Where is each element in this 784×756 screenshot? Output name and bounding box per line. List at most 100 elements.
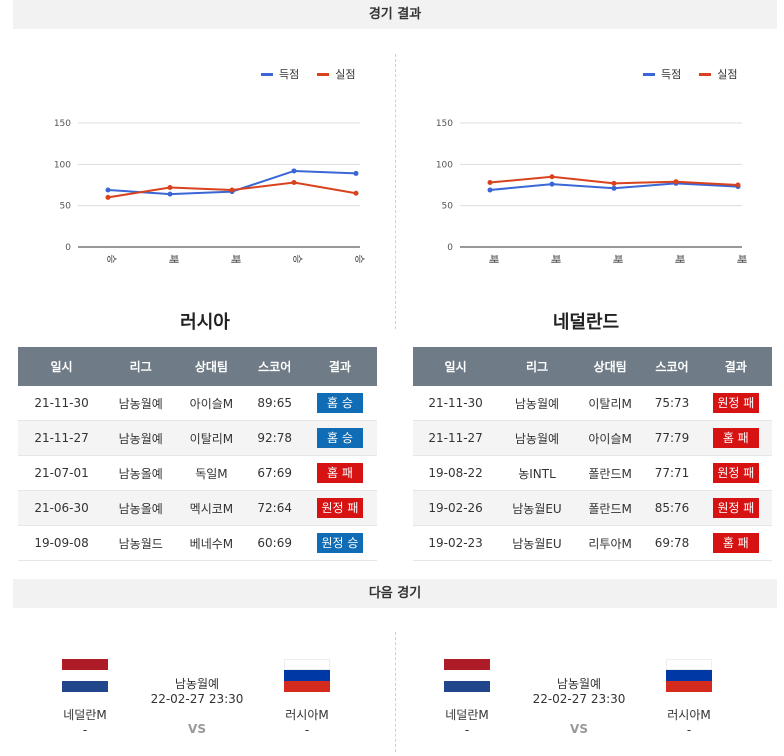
divider bbox=[395, 632, 396, 752]
netherlands-flag-icon bbox=[444, 659, 490, 692]
netherlands-chart: 득점 실점 0 50 100 150 패 패 패 패 패 bbox=[402, 60, 762, 275]
cell-score: 60:69 bbox=[246, 525, 303, 561]
y-tick-label: 0 bbox=[447, 243, 453, 253]
cell-opponent: 폴란드M bbox=[575, 490, 645, 526]
cell-opponent: 폴란드M bbox=[575, 455, 645, 491]
conceded-point bbox=[549, 174, 555, 180]
result-badge: 홈 패 bbox=[712, 533, 759, 553]
cell-league: 남농월예 bbox=[105, 386, 177, 421]
legend-conceded: 실점 bbox=[335, 68, 356, 81]
scored-swatch bbox=[261, 72, 273, 76]
cell-score: 67:69 bbox=[246, 455, 303, 491]
x-tick-label: 승 bbox=[291, 254, 303, 263]
cell-score: 69:78 bbox=[644, 525, 700, 561]
cell-opponent: 아이슬M bbox=[176, 386, 247, 421]
cell-date: 21-11-30 bbox=[18, 386, 106, 421]
col-league: 리그 bbox=[105, 347, 177, 386]
cell-date: 19-02-23 bbox=[413, 525, 499, 561]
cell-score: 92:78 bbox=[246, 420, 303, 456]
table-row: 21-11-27 남농월예 아이슬M 77:79 홈 패 bbox=[413, 420, 772, 456]
y-tick-label: 0 bbox=[65, 243, 71, 253]
conceded-point bbox=[291, 180, 297, 186]
netherlands-flag-icon bbox=[62, 659, 108, 692]
cell-opponent: 멕시코M bbox=[176, 490, 247, 526]
conceded-point bbox=[735, 182, 741, 188]
y-tick-label: 100 bbox=[436, 160, 453, 170]
col-opponent: 상대팀 bbox=[575, 347, 645, 386]
vs-label: VS bbox=[570, 722, 588, 736]
result-badge: 원정 승 bbox=[316, 533, 363, 553]
cell-opponent: 이탈리M bbox=[176, 420, 247, 456]
scored-point bbox=[611, 185, 617, 191]
cell-date: 19-08-22 bbox=[413, 455, 499, 491]
cell-date: 19-09-08 bbox=[18, 525, 106, 561]
scored-point bbox=[487, 187, 493, 193]
results-section-header: 경기 결과 bbox=[13, 0, 777, 29]
conceded-swatch bbox=[699, 72, 712, 76]
cell-result: 홈 패 bbox=[699, 525, 772, 561]
cell-league: 남농월EU bbox=[498, 490, 576, 526]
cell-result: 홈 승 bbox=[302, 386, 377, 421]
result-badge: 원정 패 bbox=[316, 498, 363, 518]
col-opponent: 상대팀 bbox=[176, 347, 247, 386]
legend-scored: 득점 bbox=[279, 68, 300, 81]
scored-point bbox=[353, 170, 359, 176]
scored-point bbox=[105, 187, 111, 193]
netherlands-results-table: 일시 리그 상대팀 스코어 결과 21-11-30 남농월예 이탈리M 75:73 원정… bbox=[413, 347, 772, 561]
col-date: 일시 bbox=[413, 347, 499, 386]
x-tick-label: 패 bbox=[611, 254, 623, 263]
legend-scored: 득점 bbox=[661, 68, 682, 81]
team-name-netherlands: 네덜란드 bbox=[552, 312, 620, 333]
cell-date: 21-11-30 bbox=[413, 386, 499, 421]
table-row: 19-02-26 남농월EU 폴란드M 85:76 원정 패 bbox=[413, 490, 772, 526]
vs-label: VS bbox=[188, 722, 206, 736]
cell-league: 남농월예 bbox=[498, 386, 576, 421]
match-league: 남농월예 bbox=[174, 677, 220, 691]
scored-point bbox=[167, 191, 173, 197]
chart-legend: 득점 실점 bbox=[643, 66, 738, 82]
cell-date: 19-02-26 bbox=[413, 490, 499, 526]
table-row: 21-11-30 남농월예 이탈리M 75:73 원정 패 bbox=[413, 386, 772, 421]
cell-result: 홈 패 bbox=[302, 455, 377, 491]
home-team-sub: - bbox=[82, 723, 88, 737]
conceded-point bbox=[167, 184, 173, 190]
cell-league: 남농월EU bbox=[498, 525, 576, 561]
y-tick-label: 100 bbox=[54, 160, 71, 170]
col-score: 스코어 bbox=[246, 347, 303, 386]
home-team-name: 네덜란M bbox=[63, 708, 107, 722]
y-tick-label: 50 bbox=[60, 202, 72, 212]
x-tick-label: 승 bbox=[105, 254, 117, 263]
next-match-section-header: 다음 경기 bbox=[13, 579, 777, 608]
cell-score: 75:73 bbox=[644, 386, 700, 421]
away-team-name: 러시아M bbox=[667, 708, 711, 722]
conceded-point bbox=[105, 194, 111, 200]
x-tick-label: 패 bbox=[229, 254, 241, 263]
scored-swatch bbox=[643, 72, 655, 76]
x-tick-label: 패 bbox=[673, 254, 685, 263]
cell-date: 21-11-27 bbox=[413, 420, 499, 456]
conceded-point bbox=[611, 180, 617, 186]
table-row: 21-07-01 남농올예 독일M 67:69 홈 패 bbox=[18, 455, 377, 491]
cell-score: 72:64 bbox=[246, 490, 303, 526]
russia-flag-icon bbox=[284, 659, 330, 692]
cell-result: 원정 승 bbox=[302, 525, 377, 561]
scored-point bbox=[291, 168, 297, 174]
cell-score: 77:79 bbox=[644, 420, 700, 456]
conceded-point bbox=[353, 190, 359, 196]
divider bbox=[395, 54, 396, 329]
result-badge: 원정 패 bbox=[712, 498, 759, 518]
match-datetime: 22-02-27 23:30 bbox=[150, 692, 244, 706]
cell-result: 원정 패 bbox=[302, 490, 377, 526]
home-team-sub: - bbox=[464, 723, 470, 737]
netherlands-chart-svg: 0 50 100 150 패 패 패 패 패 bbox=[436, 119, 747, 264]
table-row: 19-09-08 남농월드 베네수M 60:69 원정 승 bbox=[18, 525, 377, 561]
x-tick-label: 승 bbox=[353, 254, 365, 263]
russia-chart: 득점 실점 0 50 100 150 승 패 패 승 승 bbox=[20, 60, 380, 275]
cell-date: 21-07-01 bbox=[18, 455, 106, 491]
table-row: 21-11-27 남농월예 이탈리M 92:78 홈 승 bbox=[18, 420, 377, 456]
away-team-sub: - bbox=[304, 723, 310, 737]
russia-flag-icon bbox=[666, 659, 712, 692]
chart-legend: 득점 실점 bbox=[261, 66, 356, 82]
table-row: 19-02-23 남농월EU 리투아M 69:78 홈 패 bbox=[413, 525, 772, 561]
x-tick-label: 패 bbox=[487, 254, 499, 263]
